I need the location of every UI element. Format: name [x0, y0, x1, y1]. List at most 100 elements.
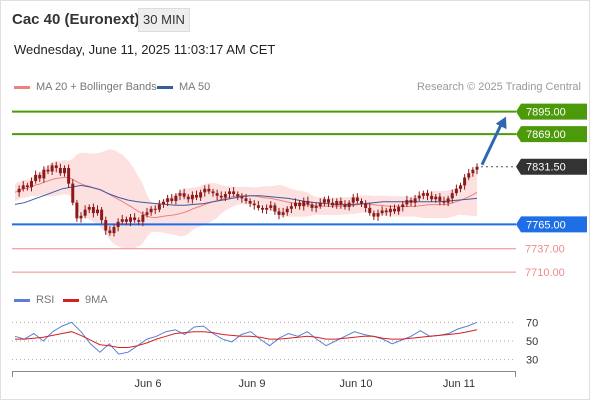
candle-body — [310, 204, 314, 208]
candle-body — [430, 195, 434, 200]
candle-body — [58, 168, 62, 174]
candle-body — [79, 215, 83, 219]
candle-body — [351, 197, 355, 203]
candle-body — [120, 219, 124, 222]
rsi-line — [14, 321, 478, 355]
rsi-tick-30: 30 — [526, 355, 538, 367]
candle-body — [265, 207, 269, 210]
price-tag-label: 7869.00 — [526, 129, 566, 141]
candle-body — [145, 212, 149, 215]
candle-body — [100, 209, 104, 221]
candle-body — [170, 198, 174, 201]
credit-text: Research © 2025 Trading Central — [416, 81, 581, 93]
candle-body — [96, 209, 99, 214]
candle-body — [372, 213, 376, 217]
candle-body — [67, 168, 71, 184]
candle-body — [219, 195, 223, 198]
candle-body — [42, 169, 46, 179]
candle-body — [104, 220, 108, 231]
candle-body — [141, 214, 145, 222]
candle-body — [459, 185, 462, 189]
candle-body — [438, 196, 442, 201]
candle-body — [380, 210, 384, 214]
candle-body — [124, 219, 128, 222]
candle-body — [442, 200, 446, 203]
candle-body — [475, 166, 479, 170]
candle-body — [157, 204, 161, 210]
x-tick-label: Jun 6 — [135, 378, 162, 390]
candle-body — [240, 196, 244, 199]
candle-body — [137, 220, 141, 222]
candle-body — [393, 208, 396, 212]
candle-body — [339, 200, 343, 205]
legend-ma20-label: MA 20 + Bollinger Bands — [36, 81, 157, 93]
candle-body — [223, 194, 227, 198]
candle-body — [244, 198, 248, 201]
candle-body — [397, 207, 401, 212]
candle-body — [108, 230, 112, 234]
candle-body — [327, 199, 330, 203]
candle-body — [190, 194, 194, 200]
forecast-arrow-head — [495, 116, 507, 130]
candle-body — [166, 198, 170, 202]
candle-body — [298, 202, 302, 207]
candle-body — [273, 205, 277, 212]
candle-body — [116, 221, 120, 228]
candle-body — [182, 193, 186, 197]
candle-body — [388, 208, 392, 213]
price-tag-4: 7737.00 — [525, 244, 565, 256]
candle-body — [409, 200, 413, 203]
legend-rsi-label: RSI — [36, 294, 55, 306]
price-tag-1: 7869.00 — [516, 126, 587, 143]
candle-body — [471, 169, 475, 174]
candle-body — [112, 227, 116, 234]
candle-body — [232, 191, 236, 195]
candle-body — [203, 188, 207, 193]
candle-body — [376, 213, 380, 217]
price-tag-label: 7765.00 — [526, 219, 566, 231]
candle-body — [87, 207, 91, 210]
candle-body — [83, 209, 87, 216]
candle-body — [355, 197, 359, 201]
candle-body — [434, 196, 438, 200]
candle-body — [228, 191, 231, 195]
price-tag-label: 7737.00 — [525, 244, 565, 256]
candle-body — [335, 200, 339, 206]
candle-body — [405, 200, 409, 205]
legend-rsi-ma-label: 9MA — [85, 294, 108, 306]
candle-body — [149, 208, 153, 213]
ma20-swatch — [14, 85, 30, 89]
ma50-swatch — [157, 85, 173, 89]
instrument-title: Cac 40 (Euronext) — [12, 11, 140, 28]
candle-body — [417, 195, 421, 199]
candle-body — [215, 193, 219, 196]
candle-body — [277, 211, 281, 215]
rsi-tick-50: 50 — [526, 336, 538, 348]
price-tag-bg — [516, 216, 587, 233]
candle-body — [195, 194, 198, 198]
legend-ma50-label: MA 50 — [179, 81, 211, 93]
candle-body — [467, 173, 471, 178]
price-tag-label: 7710.00 — [525, 267, 565, 279]
rsi-swatch — [14, 298, 30, 302]
timeframe-badge[interactable]: 30 MIN — [138, 8, 190, 32]
candle-body — [17, 188, 21, 193]
rsi-tick-70: 70 — [526, 317, 538, 329]
legend-ma50: MA 50 — [157, 81, 210, 93]
candle-body — [63, 168, 66, 174]
candle-body — [162, 201, 165, 205]
candle-body — [343, 204, 347, 208]
candle-body — [50, 165, 54, 172]
candle-body — [178, 193, 182, 196]
candle-body — [30, 181, 33, 188]
legend-rsi: RSI — [14, 294, 54, 306]
candle-body — [75, 202, 79, 219]
candle-body — [252, 203, 256, 206]
candle-body — [236, 194, 240, 197]
candle-body — [25, 185, 29, 188]
candle-body — [248, 200, 252, 204]
timestamp: Wednesday, June 11, 2025 11:03:17 AM CET — [14, 42, 276, 57]
candle-body — [368, 207, 372, 214]
candle-body — [454, 188, 458, 194]
